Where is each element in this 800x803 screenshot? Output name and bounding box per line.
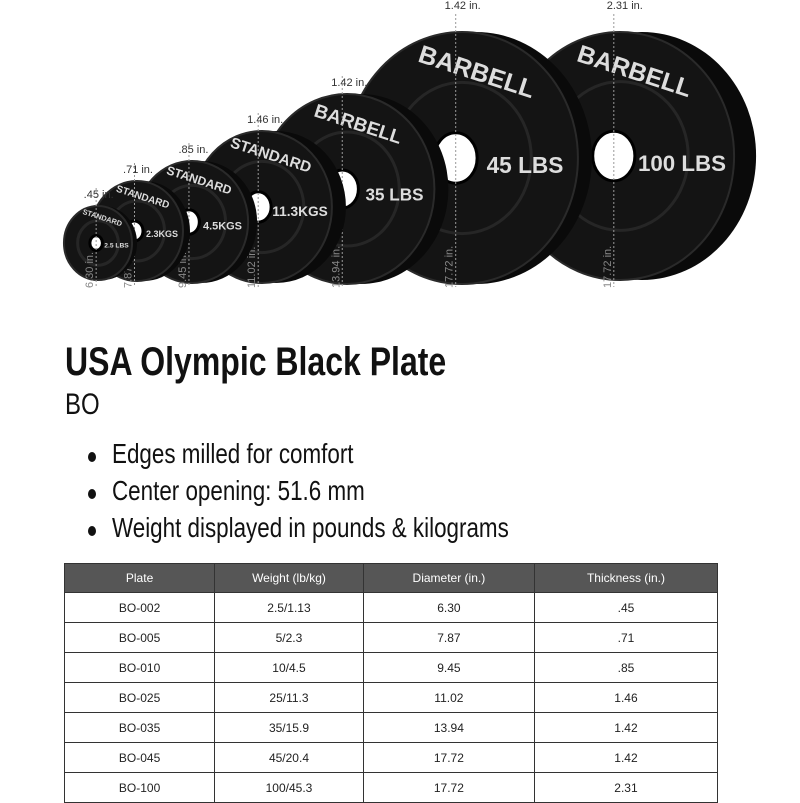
column-header: Diameter (in.)	[362, 563, 535, 593]
table-cell: 6.30	[362, 592, 535, 623]
thickness-label: .45 in.	[84, 189, 114, 201]
table-cell: 10/4.5	[214, 652, 364, 683]
table-cell: .85	[533, 652, 719, 683]
table-cell: 100/45.3	[214, 772, 364, 803]
product-subtitle: BO	[65, 388, 100, 421]
plate-weight-text: 100 LBS	[638, 151, 726, 176]
column-header: Weight (lb/kg)	[214, 563, 364, 593]
table-cell: BO-005	[63, 622, 216, 653]
table-cell: 17.72	[362, 772, 535, 803]
thickness-label: 2.31 in.	[607, 0, 643, 12]
table-cell: 25/11.3	[214, 682, 364, 713]
table-cell: BO-035	[63, 712, 216, 743]
column-header: Plate	[63, 563, 216, 593]
feature-list: Edges milled for comfort Center opening:…	[88, 438, 614, 549]
product-title: USA Olympic Black Plate	[65, 340, 447, 384]
diameter-label: 11.02 in.	[246, 247, 258, 288]
column-header: Thickness (in.)	[533, 563, 719, 593]
table-cell: .71	[533, 622, 719, 653]
diameter-label: 6.30 in.	[84, 252, 96, 288]
table-cell: 45/20.4	[214, 742, 364, 773]
plate-weight-text: 35 LBS	[366, 185, 424, 204]
bullet-icon	[88, 526, 96, 536]
diameter-label: 17.72 in.	[602, 246, 614, 288]
plate-weight-text: 4.5KGS	[203, 220, 242, 232]
table-row: BO-035 35/15.9 13.94 1.42	[63, 712, 719, 743]
thickness-label: 1.42 in.	[445, 0, 481, 12]
bullet-icon	[88, 452, 96, 462]
thickness-label: 1.42 in.	[331, 77, 367, 89]
table-cell: 7.87	[362, 622, 535, 653]
diameter-label: 17.72 in.	[444, 246, 456, 288]
table-cell: 1.46	[533, 682, 719, 713]
table-cell: BO-045	[63, 742, 216, 773]
plate-weight-text: 2.3KGS	[146, 229, 178, 239]
feature-item: Center opening: 51.6 mm	[88, 475, 509, 512]
table-row: BO-002 2.5/1.13 6.30.45	[63, 592, 719, 623]
table-cell: 9.45	[362, 652, 535, 683]
thickness-label: .71 in.	[123, 164, 153, 176]
table-cell: 2.31	[533, 772, 719, 803]
table-cell: BO-002	[63, 592, 216, 623]
table-row: BO-010 10/4.5 9.45.85	[63, 652, 719, 683]
table-cell: .45	[533, 592, 719, 623]
diameter-label: 13.94 in.	[330, 246, 342, 288]
feature-item: Weight displayed in pounds & kilograms	[88, 512, 509, 549]
bullet-icon	[88, 489, 96, 499]
plate-weight-text: 11.3KGS	[272, 204, 327, 219]
plate-weight-text: 2.5 LBS	[104, 242, 129, 249]
table-cell: BO-025	[63, 682, 216, 713]
table-cell: 17.72	[362, 742, 535, 773]
center-hole	[88, 234, 104, 252]
table-row: BO-045 45/20.4 17.72 1.42	[63, 742, 719, 773]
table-cell: 13.94	[362, 712, 535, 743]
table-cell: 1.42	[533, 742, 719, 773]
table-cell: 2.5/1.13	[214, 592, 364, 623]
table-cell: 35/15.9	[214, 712, 364, 743]
table-header-row: Plate Weight (lb/kg) Diameter (in.) Thic…	[63, 563, 719, 593]
table-cell: 1.42	[533, 712, 719, 743]
feature-item: Edges milled for comfort	[88, 438, 509, 475]
table-cell: BO-010	[63, 652, 216, 683]
table-cell: BO-100	[63, 772, 216, 803]
plate-weight-text: 45 LBS	[487, 152, 564, 178]
thickness-label: .85 in.	[178, 144, 208, 156]
thickness-label: 1.46 in.	[247, 114, 283, 126]
table-row: BO-100 100/45.3 17.72 2.31	[63, 772, 719, 803]
plate-ring	[76, 219, 120, 267]
table-row: BO-005 5/2.3 7.87.71	[63, 622, 719, 653]
table-cell: 5/2.3	[214, 622, 364, 653]
spec-table: Plate Weight (lb/kg) Diameter (in.) Thic…	[63, 563, 719, 803]
table-cell: 11.02	[362, 682, 535, 713]
table-row: BO-025 25/11.3 11.02 1.46	[63, 682, 719, 713]
